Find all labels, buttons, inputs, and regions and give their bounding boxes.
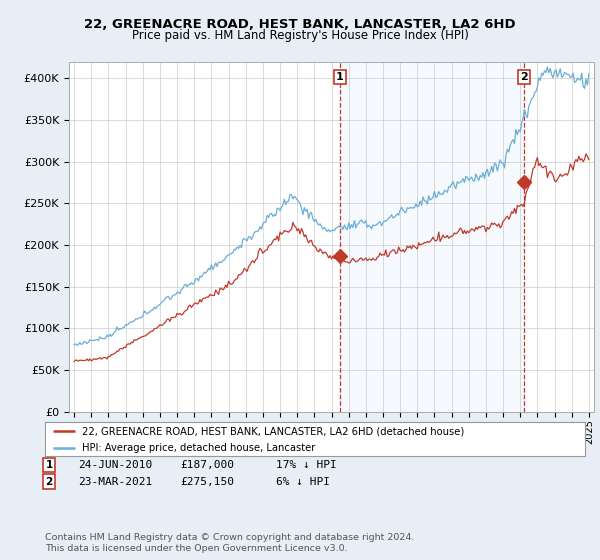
Text: 22, GREENACRE ROAD, HEST BANK, LANCASTER, LA2 6HD: 22, GREENACRE ROAD, HEST BANK, LANCASTER…: [84, 18, 516, 31]
Text: Price paid vs. HM Land Registry's House Price Index (HPI): Price paid vs. HM Land Registry's House …: [131, 29, 469, 42]
Text: 2: 2: [46, 477, 53, 487]
Text: 22, GREENACRE ROAD, HEST BANK, LANCASTER, LA2 6HD (detached house): 22, GREENACRE ROAD, HEST BANK, LANCASTER…: [82, 426, 464, 436]
Text: HPI: Average price, detached house, Lancaster: HPI: Average price, detached house, Lanc…: [82, 443, 315, 452]
Text: Contains HM Land Registry data © Crown copyright and database right 2024.
This d: Contains HM Land Registry data © Crown c…: [45, 533, 415, 553]
Text: 2: 2: [520, 72, 528, 82]
Text: 23-MAR-2021: 23-MAR-2021: [78, 477, 152, 487]
Text: 24-JUN-2010: 24-JUN-2010: [78, 460, 152, 470]
Text: 17% ↓ HPI: 17% ↓ HPI: [276, 460, 337, 470]
Text: 1: 1: [336, 72, 344, 82]
Text: £275,150: £275,150: [180, 477, 234, 487]
Text: £187,000: £187,000: [180, 460, 234, 470]
Bar: [340, 62, 524, 412]
Text: 6% ↓ HPI: 6% ↓ HPI: [276, 477, 330, 487]
Text: 1: 1: [46, 460, 53, 470]
